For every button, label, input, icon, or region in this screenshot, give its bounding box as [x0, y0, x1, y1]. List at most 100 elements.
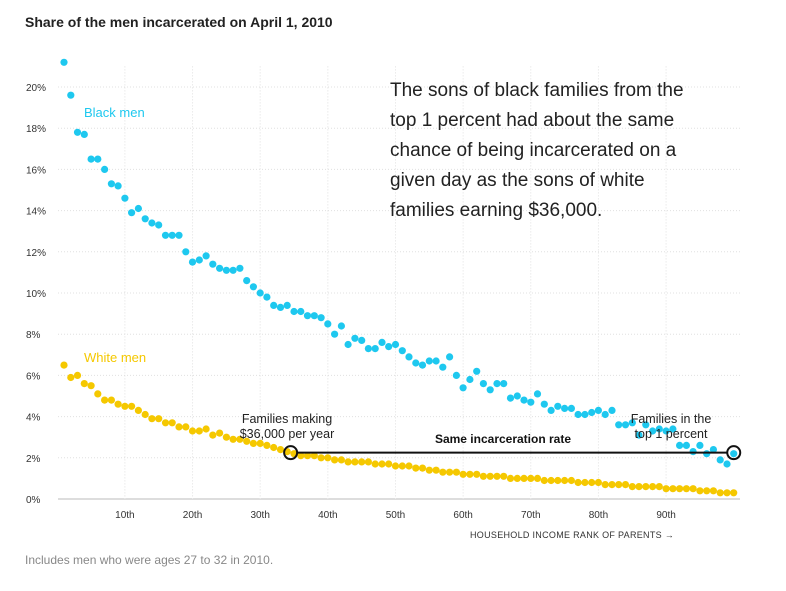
data-point: [635, 431, 643, 439]
data-point: [615, 421, 623, 429]
data-point: [412, 359, 420, 367]
data-point: [682, 485, 691, 493]
data-point: [439, 468, 447, 476]
chart-title: Share of the men incarcerated on April 1…: [25, 14, 333, 30]
data-point: [561, 404, 569, 412]
data-point: [703, 487, 711, 495]
data-point: [385, 460, 393, 468]
data-point: [182, 423, 190, 431]
annotation-right-line1: Families in the: [631, 412, 712, 426]
data-point: [439, 363, 447, 371]
data-point: [222, 266, 230, 274]
data-point: [114, 182, 122, 190]
data-point: [310, 312, 318, 320]
data-point: [236, 264, 244, 272]
data-point: [432, 357, 440, 365]
x-tick-label: 40th: [318, 510, 337, 521]
data-point: [195, 427, 203, 435]
data-point: [371, 345, 379, 353]
data-point: [730, 489, 738, 497]
data-point: [723, 460, 731, 468]
data-point: [533, 390, 542, 398]
data-point: [520, 396, 528, 404]
data-point: [608, 406, 616, 414]
data-point: [493, 472, 501, 480]
data-point: [655, 483, 663, 491]
data-point: [107, 180, 115, 188]
y-tick-label: 8%: [26, 330, 41, 341]
data-point: [297, 307, 305, 316]
data-point: [202, 425, 210, 433]
data-point: [628, 419, 636, 427]
data-point: [209, 431, 217, 439]
data-point: [80, 380, 88, 388]
y-tick-label: 10%: [26, 289, 46, 300]
data-point: [642, 483, 650, 491]
data-point: [574, 410, 582, 419]
data-point: [513, 392, 521, 400]
y-tick-label: 0%: [26, 495, 41, 506]
data-point: [256, 439, 264, 447]
y-tick-label: 18%: [26, 124, 46, 135]
data-point: [243, 437, 251, 445]
data-point: [73, 128, 82, 136]
data-point: [669, 425, 677, 433]
data-point: [608, 481, 616, 489]
data-point: [709, 446, 718, 454]
data-point: [202, 252, 210, 260]
series-black-men: [60, 58, 738, 468]
data-point: [621, 481, 630, 489]
data-point: [121, 402, 129, 410]
data-point: [696, 487, 704, 495]
data-point: [324, 320, 332, 328]
data-point: [276, 446, 285, 454]
data-point: [513, 474, 521, 482]
data-point: [716, 456, 724, 464]
data-point: [331, 330, 339, 338]
data-point: [60, 58, 68, 66]
data-point: [134, 204, 142, 213]
data-point: [425, 466, 433, 474]
data-point: [297, 452, 305, 460]
callout-line-3: chance of being incarcerated on a: [390, 140, 677, 161]
series-label-black-men: Black men: [84, 105, 145, 120]
data-point: [134, 406, 142, 414]
data-point: [588, 408, 596, 417]
data-point: [317, 314, 325, 322]
data-point: [527, 474, 535, 482]
data-point: [561, 476, 569, 485]
data-point: [243, 277, 251, 285]
data-point: [175, 423, 183, 431]
data-point: [567, 404, 576, 412]
data-point: [60, 361, 68, 369]
data-point: [331, 456, 339, 464]
data-point: [452, 468, 460, 476]
data-point: [500, 380, 508, 388]
data-point: [527, 398, 535, 406]
y-tick-label: 4%: [26, 413, 41, 424]
data-point: [479, 380, 487, 388]
data-point: [730, 450, 738, 458]
annotation-left-line2: $36,000 per year: [240, 427, 335, 441]
annotation-right-line2: top 1 percent: [635, 427, 708, 441]
data-point: [73, 371, 82, 379]
data-point: [94, 390, 102, 398]
y-tick-label: 16%: [26, 165, 46, 176]
data-point: [188, 427, 197, 435]
data-point: [649, 483, 657, 491]
y-tick-label: 2%: [26, 454, 41, 465]
y-tick-label: 20%: [26, 83, 46, 94]
data-point: [642, 421, 650, 429]
data-point: [446, 353, 454, 361]
data-point: [276, 303, 285, 311]
data-point: [216, 429, 224, 437]
data-point: [67, 91, 75, 99]
data-point: [121, 194, 129, 202]
x-tick-label: 80th: [589, 510, 608, 521]
x-tick-label: 20th: [183, 510, 202, 521]
data-point: [358, 458, 366, 466]
data-point: [270, 443, 278, 452]
data-point: [80, 130, 88, 138]
highlight-circle-top-1-percent: [726, 445, 742, 461]
